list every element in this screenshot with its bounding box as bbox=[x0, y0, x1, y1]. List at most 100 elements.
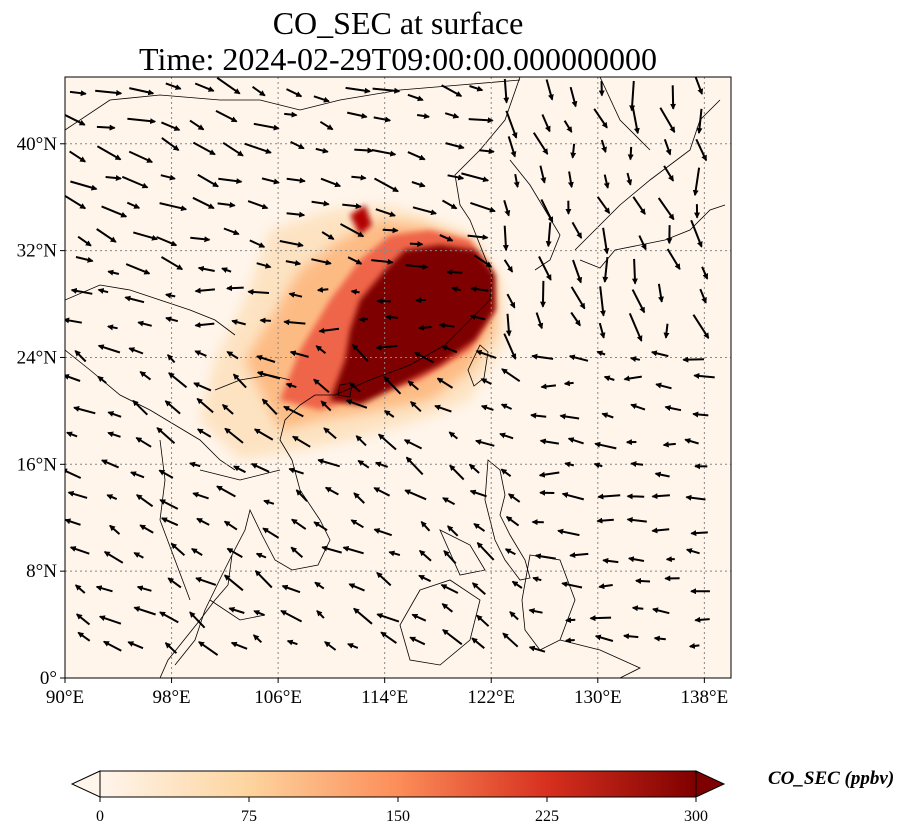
wind-arrow bbox=[650, 350, 669, 358]
wind-arrow bbox=[221, 404, 234, 415]
wind-arrow bbox=[505, 313, 512, 337]
wind-arrow bbox=[342, 546, 364, 555]
wind-arrow bbox=[189, 461, 201, 468]
wind-arrow bbox=[476, 614, 490, 627]
lon-tick-label: 106°E bbox=[254, 687, 302, 708]
wind-arrow bbox=[502, 225, 509, 252]
wind-arrow bbox=[128, 150, 154, 164]
wind-arrow bbox=[538, 471, 560, 478]
wind-arrow bbox=[124, 295, 145, 304]
wind-arrow bbox=[132, 399, 149, 416]
wind-arrow bbox=[545, 222, 552, 248]
wind-arrow bbox=[559, 413, 580, 420]
wind-arrow bbox=[447, 525, 459, 537]
wind-arrow bbox=[128, 347, 144, 355]
wind-arrow bbox=[247, 289, 270, 296]
wind-arrow bbox=[107, 324, 118, 331]
wind-arrow bbox=[226, 285, 244, 292]
wind-arrow bbox=[469, 314, 486, 321]
wind-arrow bbox=[414, 351, 434, 364]
wind-arrow bbox=[285, 382, 297, 389]
wind-arrow bbox=[557, 528, 580, 537]
wind-arrow bbox=[569, 552, 589, 559]
wind-arrow bbox=[65, 374, 81, 382]
wind-arrow bbox=[693, 372, 715, 379]
wind-arrow bbox=[507, 493, 521, 503]
wind-arrow bbox=[221, 267, 232, 273]
wind-arrow bbox=[409, 241, 424, 248]
wind-arrow bbox=[626, 516, 647, 523]
wind-arrow bbox=[316, 610, 325, 619]
wind-arrow bbox=[601, 412, 614, 419]
wind-arrow bbox=[137, 320, 152, 327]
wind-arrow bbox=[628, 313, 643, 342]
wind-arrow bbox=[499, 432, 514, 440]
wind-arrow bbox=[321, 545, 342, 554]
wind-arrow bbox=[255, 552, 267, 559]
wind-arrow bbox=[663, 323, 670, 339]
wind-arrow bbox=[441, 84, 463, 97]
wind-arrow bbox=[261, 398, 278, 415]
wind-arrow bbox=[480, 378, 492, 385]
wind-arrow bbox=[685, 548, 700, 555]
wind-arrow bbox=[416, 113, 430, 120]
colorbar-tick-label: 300 bbox=[684, 808, 708, 825]
wind-arrow bbox=[451, 286, 462, 293]
wind-arrow bbox=[196, 517, 210, 526]
wind-arrow bbox=[345, 86, 371, 94]
wind-arrow bbox=[311, 200, 330, 207]
wind-arrow bbox=[441, 603, 454, 613]
wind-arrow bbox=[101, 205, 128, 218]
wind-arrow bbox=[316, 286, 329, 293]
colorbar-tick-label: 225 bbox=[535, 808, 559, 825]
wind-arrow bbox=[373, 487, 391, 497]
wind-arrow bbox=[259, 317, 271, 324]
wind-arrow bbox=[121, 175, 149, 189]
wind-arrow bbox=[412, 206, 437, 216]
wind-arrow bbox=[475, 349, 497, 359]
wind-arrow bbox=[286, 177, 306, 184]
wind-arrow bbox=[532, 576, 542, 583]
wind-arrow bbox=[373, 528, 393, 537]
wind-arrow bbox=[469, 85, 484, 92]
wind-arrow bbox=[317, 458, 340, 468]
wind-arrow bbox=[106, 494, 118, 501]
wind-arrow bbox=[589, 615, 612, 622]
wind-arrow bbox=[507, 136, 517, 158]
wind-arrow bbox=[160, 174, 176, 181]
wind-arrow bbox=[107, 269, 120, 276]
lat-tick-label: 0° bbox=[40, 668, 57, 689]
wind-arrow bbox=[376, 613, 400, 623]
wind-arrow bbox=[503, 78, 510, 104]
lat-tick-label: 8°N bbox=[26, 561, 57, 582]
wind-arrow bbox=[500, 468, 512, 478]
wind-arrow bbox=[280, 609, 303, 623]
wind-arrow bbox=[376, 571, 392, 587]
wind-arrow bbox=[232, 373, 247, 389]
lon-tick-label: 114°E bbox=[361, 687, 408, 708]
wind-arrow bbox=[382, 227, 399, 234]
wind-arrow bbox=[192, 141, 216, 156]
wind-arrow bbox=[434, 404, 452, 413]
wind-arrow bbox=[444, 112, 460, 119]
wind-arrow bbox=[286, 639, 298, 646]
wind-arrow bbox=[657, 197, 675, 221]
wind-arrow bbox=[571, 221, 583, 239]
wind-arrow bbox=[411, 181, 426, 188]
wind-arrow bbox=[570, 311, 581, 327]
wind-arrow bbox=[348, 382, 361, 393]
wind-arrow bbox=[256, 354, 276, 363]
wind-arrow bbox=[192, 196, 215, 210]
wind-arrow bbox=[223, 227, 240, 236]
wind-arrow bbox=[480, 404, 494, 411]
wind-arrow bbox=[354, 147, 374, 154]
wind-arrow bbox=[314, 581, 325, 590]
wind-arrow bbox=[418, 324, 432, 331]
wind-arrow bbox=[570, 143, 577, 159]
wind-arrow bbox=[659, 107, 676, 133]
wind-arrow bbox=[694, 77, 704, 95]
wind-arrow bbox=[318, 327, 340, 334]
wind-arrow bbox=[69, 90, 87, 97]
wind-arrow bbox=[252, 634, 263, 644]
wind-arrow bbox=[503, 259, 514, 273]
